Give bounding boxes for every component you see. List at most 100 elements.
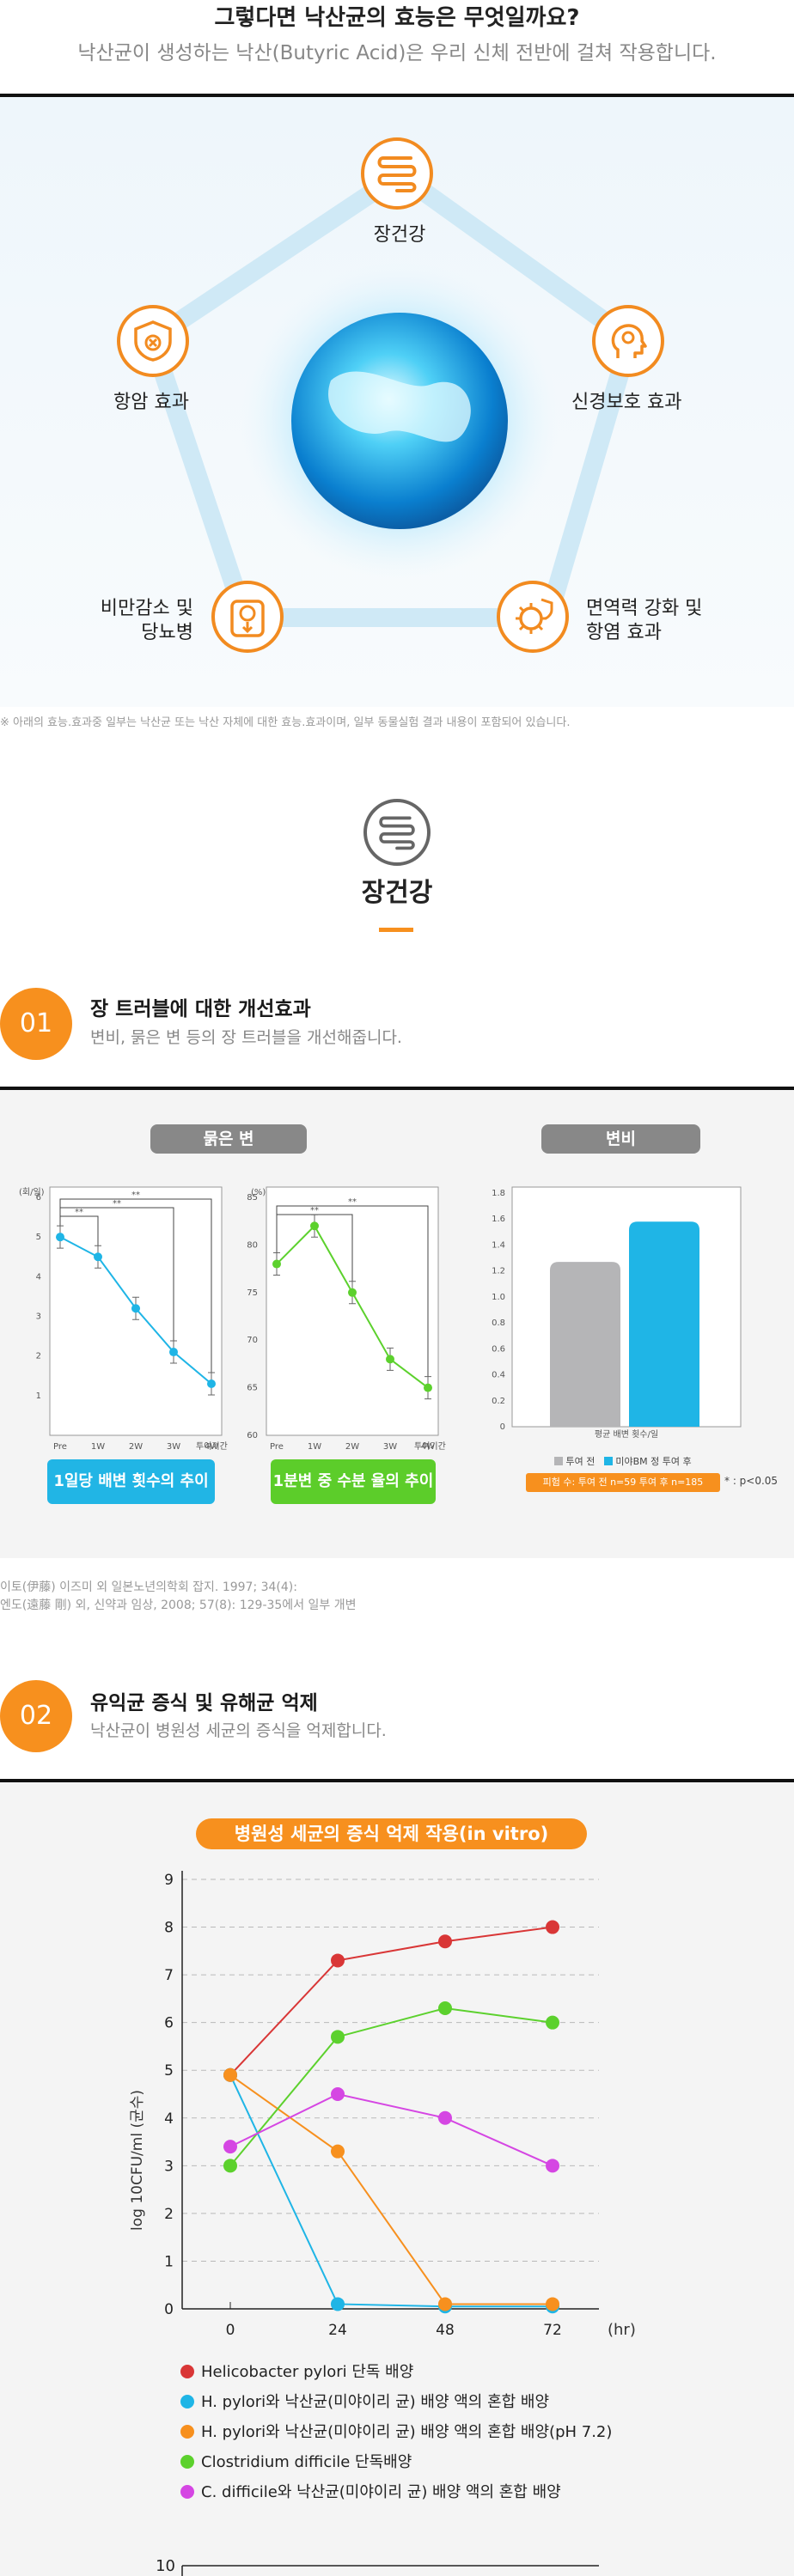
data-point [546, 1920, 559, 1934]
gut-icon [361, 137, 433, 210]
y-tick-label: 6 [36, 1193, 41, 1203]
y-tick-label: 0.2 [492, 1397, 505, 1406]
chartB-plot: 60 65 70 75 80 85 Pre 1W 2W 3W 4W ** ** [247, 1193, 435, 1452]
benefits-diagram: 장건강 항암 효과 신경보호 효과 비만감소 및 당뇨병 면역력 강화 및 항염… [0, 97, 794, 707]
y-tick-label: 3 [36, 1312, 41, 1322]
chart-panel-2: 병원성 세균의 증식 억제 작용(in vitro) log 10CFU/ml … [0, 1782, 794, 2576]
data-point [94, 1252, 102, 1262]
brain-head-icon [592, 305, 664, 377]
legend-item: Helicobacter pylori 단독 배양 [180, 2360, 413, 2384]
significance-mark: ** [348, 1197, 357, 1207]
x-tick-label: 1W [91, 1442, 105, 1452]
divider [0, 1087, 794, 1090]
x-tick-label: Pre [270, 1442, 284, 1452]
growth-plot: 0 1 2 3 4 5 6 7 8 9 0 24 48 72 [164, 1871, 599, 2339]
item1-title: 장 트러블에 대한 개선효과 [90, 998, 311, 1020]
legend-swatch-before [554, 1457, 563, 1465]
chart-title-pill: 병원성 세균의 증식 억제 작용(in vitro) [196, 1818, 587, 1849]
data-point [331, 2030, 345, 2044]
x-tick-label: 4W [205, 1442, 218, 1452]
y-tick-label: 1.4 [492, 1240, 505, 1250]
benefit-anticancer-label: 항암 효과 [113, 392, 189, 413]
item-number-badge: 01 [0, 988, 72, 1060]
legend-label: H. pylori와 낙산균(미야이리 균) 배양 액의 혼합 배양 [201, 2393, 550, 2411]
significance-mark: ** [75, 1208, 83, 1217]
y-tick-label: 80 [247, 1240, 258, 1250]
chartC-legend: 투여 전 미야BM 정 투여 후 [554, 1454, 692, 1468]
y-tick-label: 2 [36, 1352, 41, 1361]
data-point [223, 2067, 237, 2082]
significance-bracket [59, 1198, 212, 1373]
series-line [229, 2007, 553, 2166]
legend-dot [180, 2455, 194, 2469]
pentagon-lines [143, 165, 639, 627]
benefit-neuro-label: 신경보호 효과 [571, 392, 682, 413]
item2-desc: 낙산균이 병원성 세균의 증식을 억제합니다. [90, 1721, 387, 1740]
data-point [56, 1233, 64, 1242]
chartB-xlabel: 투여기간 [414, 1441, 446, 1452]
x-tick-label: 3W [167, 1442, 180, 1452]
x-tick-label: 3W [383, 1442, 397, 1452]
shield-icon [117, 305, 189, 377]
x-tick-label: 2W [345, 1442, 359, 1452]
y-tick-label: 8 [164, 1920, 174, 1937]
legend-dot [180, 2365, 194, 2378]
growth-ylabel: log 10CFU/ml (균수) [129, 2090, 146, 2231]
data-point [546, 2297, 559, 2311]
y-tick-label: 70 [247, 1336, 258, 1345]
legend-dot [180, 2425, 194, 2439]
divider [0, 1779, 794, 1782]
legend-dot [180, 2485, 194, 2499]
data-point [386, 1355, 394, 1364]
y-tick-label: 3 [164, 2158, 174, 2175]
benefit-gut-label: 장건강 [373, 224, 426, 246]
series-line [229, 2074, 553, 2305]
chartA-plot: 1 2 3 4 5 6 Pre 1W 2W 3W 4W ** ** ** [36, 1191, 219, 1452]
gut-section-icon [363, 799, 431, 866]
page-title: 그렇다면 낙산균의 효능은 무엇일까요? [214, 5, 580, 31]
sample-size-note: 피험 수: 투여 전 n=59 투여 후 n=185 [526, 1473, 720, 1492]
data-point [438, 1934, 452, 1949]
series-line [229, 2092, 553, 2167]
y-tick-label: 2 [164, 2206, 174, 2223]
series-line [229, 1926, 553, 2076]
x-tick-label: 1W [308, 1442, 321, 1452]
reference-1: 이토(伊藤) 이즈미 외 일본노년의학회 잡지. 1997; 34(4): [0, 1580, 297, 1594]
bar [550, 1262, 620, 1427]
y-tick-label: 1.2 [492, 1267, 505, 1276]
legend-label: H. pylori와 낙산균(미야이리 균) 배양 액의 혼합 배양(pH 7.… [201, 2423, 613, 2441]
chartC-plot: 0 0.2 0.4 0.6 0.8 1.0 1.2 1.4 1.6 1.8 평균 배변 횟수/일 [492, 1189, 699, 1440]
y-tick-label: 65 [247, 1384, 258, 1393]
x-tick-label: 0 [226, 2322, 235, 2339]
chartB-ylabel: (%) [251, 1188, 266, 1197]
y-tick-label: 0 [164, 2301, 174, 2318]
data-point [310, 1221, 319, 1231]
reference-2: 엔도(遠藤 剛) 외, 신약과 임상, 2008; 57(8): 129-35에… [0, 1599, 357, 1612]
next-chart-tick: 10 [156, 2557, 175, 2575]
page-subtitle: 낙산균이 생성하는 낙산(Butyric Acid)은 우리 신체 전반에 걸쳐… [77, 42, 717, 64]
item2-title: 유익균 증식 및 유해균 억제 [90, 1692, 318, 1714]
virus-icon [497, 581, 569, 653]
benefits-note: ※ 아래의 효능.효과중 일부는 낙산균 또는 낙산 자체에 대한 효능.효과이… [0, 716, 571, 729]
y-tick-label: 85 [247, 1193, 258, 1203]
y-tick-label: 1.0 [492, 1293, 505, 1302]
significance-note: * : p<0.05 [724, 1475, 779, 1487]
legend-dot [180, 2395, 194, 2409]
y-tick-label: 0.4 [492, 1371, 505, 1380]
item1-desc: 변비, 묽은 변 등의 장 트러블을 개선해줍니다. [90, 1028, 402, 1047]
legend-swatch-after [603, 1457, 613, 1465]
data-point [348, 1288, 357, 1297]
loose-stool-label: 묽은 변 [150, 1124, 307, 1154]
x-tick-label: 2W [129, 1442, 143, 1452]
benefit-obesity-label-1: 비만감소 및 [100, 598, 193, 619]
y-tick-label: 60 [247, 1431, 258, 1440]
legend-before: 투여 전 [565, 1456, 596, 1467]
panel1-charts: (회/일) 투여기간 1 2 3 4 5 6 Pre 1W 2W 3W 4W ** ** ** (%) 투… [19, 1186, 742, 1452]
data-point [207, 1379, 216, 1388]
x-tick-label: 4W [421, 1442, 435, 1452]
y-tick-label: 5 [164, 2062, 174, 2080]
data-point [331, 2297, 345, 2311]
x-category-label: 평균 배변 횟수/일 [595, 1429, 658, 1440]
legend-after: 미야BM 정 투여 후 [615, 1456, 692, 1467]
chartB-caption: 1분변 중 수분 율의 추이 [271, 1459, 436, 1504]
